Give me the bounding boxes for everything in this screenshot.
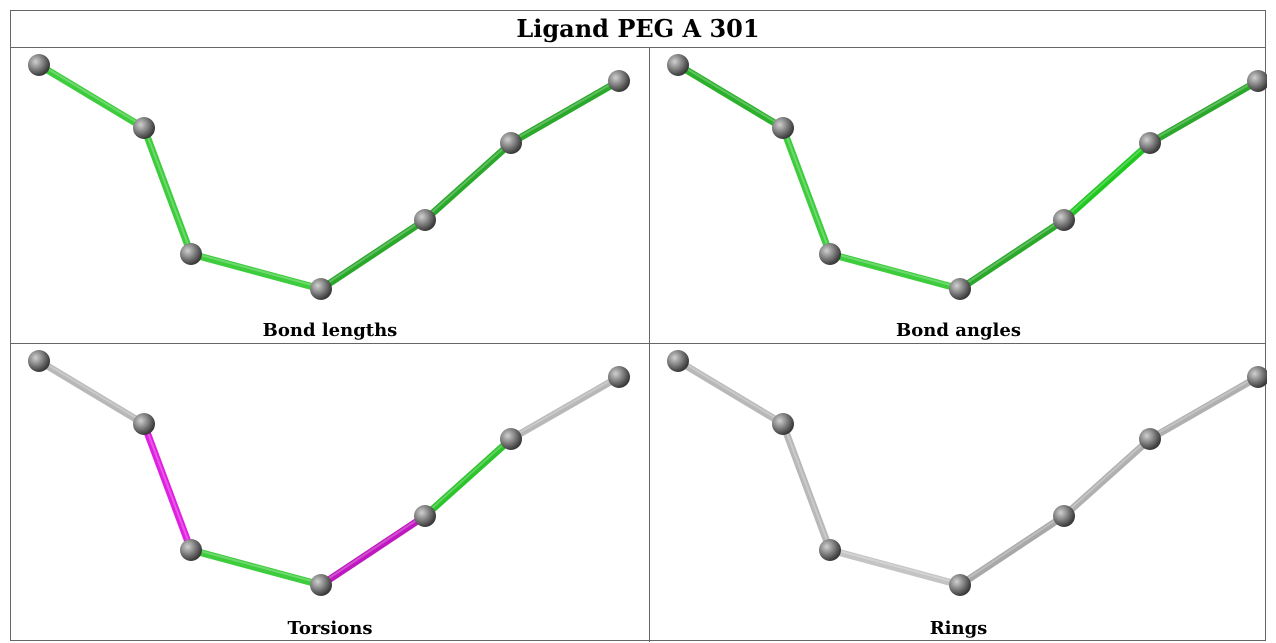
bond-highlight-4 bbox=[959, 513, 1065, 585]
atom-4 bbox=[310, 574, 332, 596]
bond-5 bbox=[421, 435, 515, 520]
atom-6 bbox=[1139, 428, 1161, 450]
atom-5 bbox=[1053, 505, 1075, 527]
bond-4 bbox=[317, 512, 429, 589]
atom-6 bbox=[1139, 132, 1161, 154]
bond-highlight-1 bbox=[38, 358, 145, 424]
molecule-bond-angles bbox=[667, 54, 1267, 300]
bond-2 bbox=[779, 124, 834, 258]
bond-highlight-5 bbox=[1063, 140, 1151, 220]
atom-7 bbox=[608, 70, 630, 92]
caption-rings: Rings bbox=[929, 618, 988, 639]
atom-1 bbox=[28, 54, 50, 76]
bond-highlight-2 bbox=[782, 421, 831, 550]
atom-4 bbox=[310, 278, 332, 300]
atom-6 bbox=[500, 428, 522, 450]
bond-4 bbox=[956, 512, 1068, 589]
atom-1 bbox=[667, 350, 689, 372]
column-divider bbox=[649, 47, 650, 642]
bond-3 bbox=[826, 250, 964, 293]
bond-highlight-6 bbox=[1149, 78, 1259, 143]
bond-2 bbox=[779, 420, 834, 554]
bond-highlight-1 bbox=[677, 358, 784, 424]
bond-highlight-4 bbox=[320, 217, 426, 289]
molecule-rings bbox=[667, 350, 1267, 596]
atom-3 bbox=[819, 539, 841, 561]
caption-torsions: Torsions bbox=[287, 618, 373, 639]
atom-4 bbox=[949, 574, 971, 596]
atom-2 bbox=[772, 413, 794, 435]
bond-6 bbox=[507, 373, 623, 443]
atom-1 bbox=[667, 54, 689, 76]
ligand-title: Ligand PEG A 301 bbox=[11, 11, 1265, 48]
bond-2 bbox=[140, 124, 195, 258]
bond-highlight-5 bbox=[424, 436, 512, 516]
caption-bond-lengths: Bond lengths bbox=[262, 320, 398, 341]
bond-highlight-3 bbox=[190, 251, 322, 289]
caption-bond-angles: Bond angles bbox=[896, 320, 1021, 341]
bond-highlight-1 bbox=[677, 62, 784, 128]
bond-1 bbox=[35, 357, 148, 428]
bond-highlight-2 bbox=[143, 125, 192, 254]
bond-highlight-6 bbox=[510, 78, 620, 143]
atom-7 bbox=[1247, 366, 1267, 388]
atom-3 bbox=[819, 243, 841, 265]
atom-7 bbox=[1247, 70, 1267, 92]
atom-3 bbox=[180, 539, 202, 561]
atom-5 bbox=[414, 505, 436, 527]
atom-3 bbox=[180, 243, 202, 265]
atom-5 bbox=[414, 209, 436, 231]
bond-6 bbox=[1146, 373, 1262, 443]
bond-1 bbox=[674, 61, 787, 132]
atom-2 bbox=[133, 117, 155, 139]
bond-4 bbox=[317, 216, 429, 293]
atom-5 bbox=[1053, 209, 1075, 231]
bond-3 bbox=[187, 250, 325, 293]
bond-5 bbox=[421, 139, 515, 224]
panel-bond-lengths: Bond lengths bbox=[11, 48, 649, 343]
atom-4 bbox=[949, 278, 971, 300]
bond-highlight-4 bbox=[959, 217, 1065, 289]
atom-2 bbox=[772, 117, 794, 139]
ligand-validation-table: Ligand PEG A 301 Bond lengths Bond angle… bbox=[10, 10, 1267, 642]
molecule-bond-lengths bbox=[28, 54, 630, 300]
bond-highlight-4 bbox=[320, 513, 426, 585]
bond-highlight-6 bbox=[1149, 374, 1259, 439]
bond-highlight-6 bbox=[510, 374, 620, 439]
bond-5 bbox=[1060, 435, 1154, 520]
panel-bond-angles: Bond angles bbox=[650, 48, 1267, 343]
panel-torsions: Torsions bbox=[11, 344, 649, 642]
molecule-torsions bbox=[28, 350, 630, 596]
bond-1 bbox=[674, 357, 787, 428]
bond-highlight-1 bbox=[38, 62, 145, 128]
bond-4 bbox=[956, 216, 1068, 293]
bond-3 bbox=[187, 546, 325, 589]
bond-highlight-5 bbox=[1063, 436, 1151, 516]
atom-2 bbox=[133, 413, 155, 435]
atom-7 bbox=[608, 366, 630, 388]
atom-6 bbox=[500, 132, 522, 154]
row-divider bbox=[11, 343, 1265, 344]
bond-3 bbox=[826, 546, 964, 589]
bond-highlight-2 bbox=[143, 421, 192, 550]
bond-1 bbox=[35, 61, 148, 132]
atom-1 bbox=[28, 350, 50, 372]
bond-2 bbox=[140, 420, 195, 554]
bond-highlight-3 bbox=[829, 251, 961, 289]
bond-highlight-3 bbox=[829, 547, 961, 585]
bond-5 bbox=[1060, 139, 1154, 224]
bond-6 bbox=[507, 77, 623, 147]
bond-highlight-3 bbox=[190, 547, 322, 585]
bond-6 bbox=[1146, 77, 1262, 147]
panel-rings: Rings bbox=[650, 344, 1267, 642]
bond-highlight-5 bbox=[424, 140, 512, 220]
bond-highlight-2 bbox=[782, 125, 831, 254]
